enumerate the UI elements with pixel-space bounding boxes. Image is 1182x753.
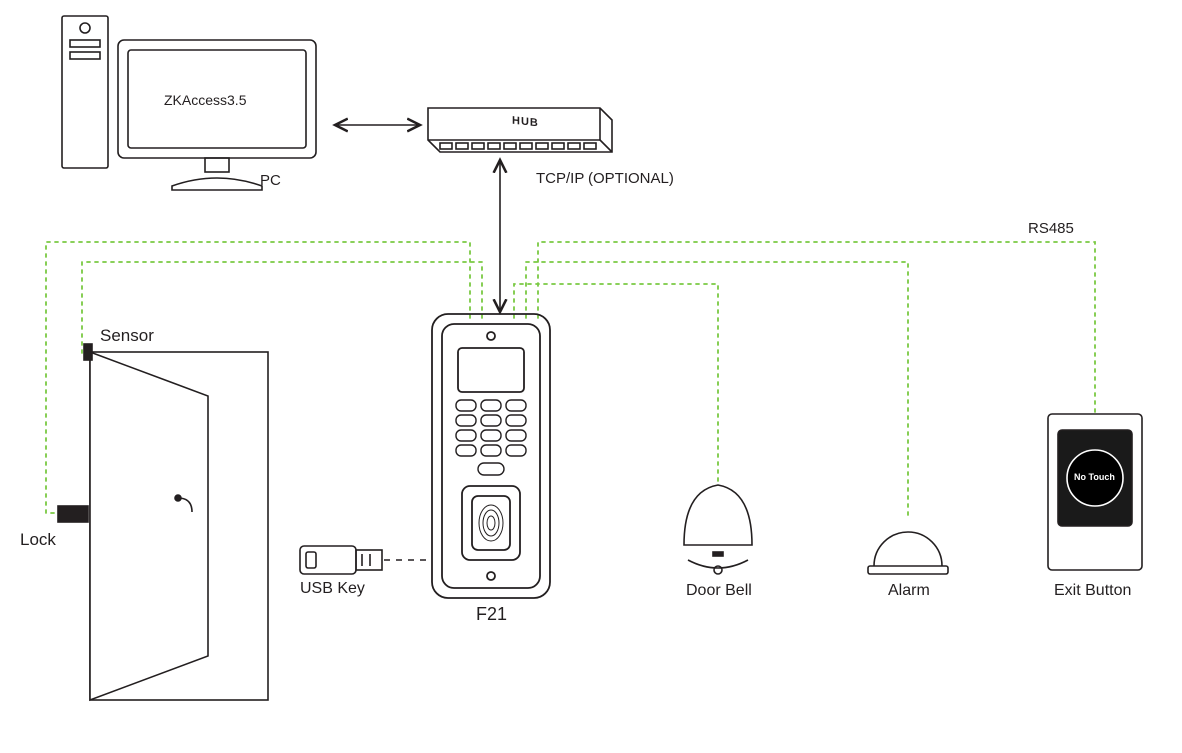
usb-label: USB Key — [300, 580, 365, 598]
wiring-black — [335, 125, 500, 312]
diagram-stage: { "colors": { "stroke": "#231f20", "wire… — [0, 0, 1182, 753]
exit-label: Exit Button — [1054, 582, 1131, 600]
rs485-label: RS485 — [1028, 220, 1074, 237]
pc-label: PC — [260, 172, 281, 189]
exit-button-icon — [1048, 414, 1142, 570]
sensor-label: Sensor — [100, 326, 154, 346]
usb-icon — [300, 546, 382, 574]
device-label: F21 — [476, 604, 507, 625]
lock-label: Lock — [20, 530, 56, 550]
tcpip-label: TCP/IP — [536, 170, 584, 187]
doorbell-label: Door Bell — [686, 582, 752, 600]
optional-label: (OPTIONAL) — [588, 170, 674, 187]
exit-text: EXIT — [1082, 532, 1110, 544]
f21-icon — [432, 314, 550, 598]
exit-notouch: No Touch — [1074, 472, 1115, 482]
pc-screen-text: ZKAccess3.5 — [164, 92, 246, 108]
alarm-label: Alarm — [888, 582, 930, 600]
alarm-icon — [868, 532, 948, 574]
doorbell-icon — [684, 485, 752, 574]
diagram-svg — [0, 0, 1182, 753]
door-icon — [58, 344, 268, 700]
